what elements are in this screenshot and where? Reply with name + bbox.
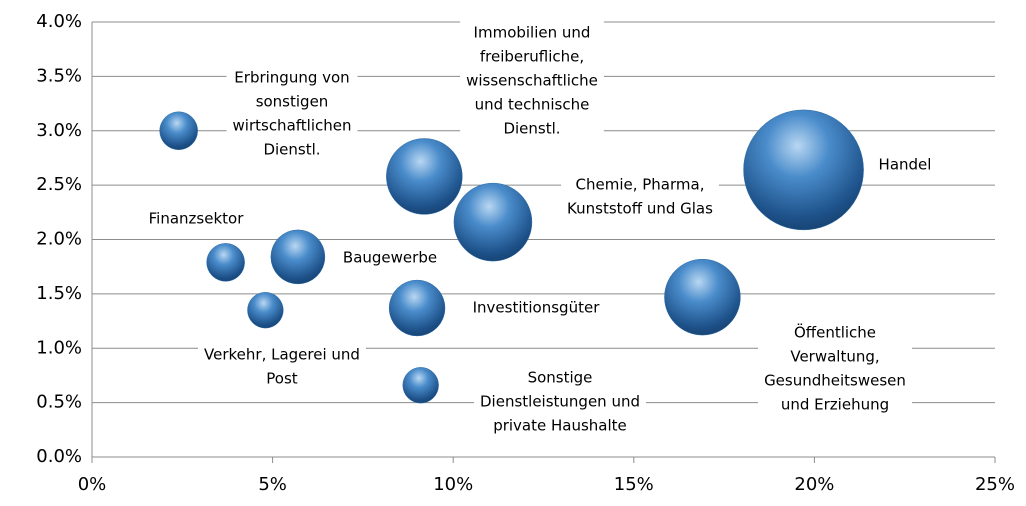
bubble	[402, 367, 439, 404]
bubble-label: wissenschaftliche	[466, 72, 598, 90]
bubble-label: Dienstleistungen und	[480, 393, 640, 411]
bubble-label: Verkehr, Lagerei und	[204, 346, 360, 364]
bubble-label: Investitionsgüter	[473, 299, 601, 317]
x-tick-label: 20%	[794, 474, 834, 495]
bubble	[270, 229, 326, 285]
bubble	[159, 111, 198, 150]
y-tick-label: 4.0%	[36, 11, 82, 32]
label-background	[474, 366, 646, 438]
label-background	[758, 321, 912, 417]
x-tick-label: 10%	[433, 474, 473, 495]
bubble	[664, 258, 741, 336]
bubble-label: Handel	[879, 156, 932, 174]
label-background	[466, 296, 606, 320]
bubble-label: private Haushalte	[493, 417, 627, 435]
bubble-label: Gesundheitswesen	[764, 372, 906, 390]
bubble-label: wirtschaftlichen	[233, 117, 352, 135]
bubble	[386, 138, 463, 215]
x-tick-label: 0%	[78, 474, 107, 495]
bubble-label: Post	[266, 370, 298, 388]
y-tick-label: 2.5%	[36, 174, 82, 195]
bubble-label: und technische	[475, 96, 590, 114]
y-tick-label: 2.0%	[36, 229, 82, 250]
y-tick-label: 1.0%	[36, 337, 82, 358]
bubble-label: Erbringung von	[234, 69, 349, 87]
bubble-label: Kunststoff und Glas	[567, 200, 713, 218]
label-background	[226, 66, 358, 162]
y-tick-label: 3.0%	[36, 120, 82, 141]
label-background	[561, 173, 719, 221]
label-background	[198, 343, 366, 391]
y-tick-label: 1.5%	[36, 283, 82, 304]
label-background	[142, 207, 250, 231]
label-background	[336, 246, 444, 270]
bubble-label: Öffentliche	[794, 323, 876, 342]
bubble-label: Finanzsektor	[149, 210, 245, 228]
bubble-label: Dienstl.	[263, 141, 320, 159]
bubble-label: Immobilien und	[474, 24, 591, 42]
x-tick-label: 25%	[975, 474, 1015, 495]
bubble	[247, 292, 284, 329]
bubble	[206, 243, 245, 282]
bubble-label: Chemie, Pharma,	[576, 176, 705, 194]
bubble-label: sonstigen	[256, 93, 329, 111]
label-background	[872, 153, 938, 177]
y-tick-label: 3.5%	[36, 65, 82, 86]
x-tick-label: 5%	[258, 474, 287, 495]
bubble	[453, 182, 533, 262]
x-tick-label: 15%	[614, 474, 654, 495]
y-tick-label: 0.5%	[36, 392, 82, 413]
bubble-label: und Erziehung	[781, 396, 889, 414]
label-background	[460, 21, 604, 141]
bubble	[388, 279, 446, 337]
bubble-label: Baugewerbe	[343, 249, 437, 267]
bubble-label: Sonstige	[528, 369, 593, 387]
bubble-label: Verwaltung,	[790, 348, 879, 366]
bubble	[743, 109, 864, 231]
y-tick-label: 0.0%	[36, 446, 82, 467]
bubble-label: freiberufliche,	[480, 48, 584, 66]
bubble-label: Dienstl.	[503, 120, 560, 138]
